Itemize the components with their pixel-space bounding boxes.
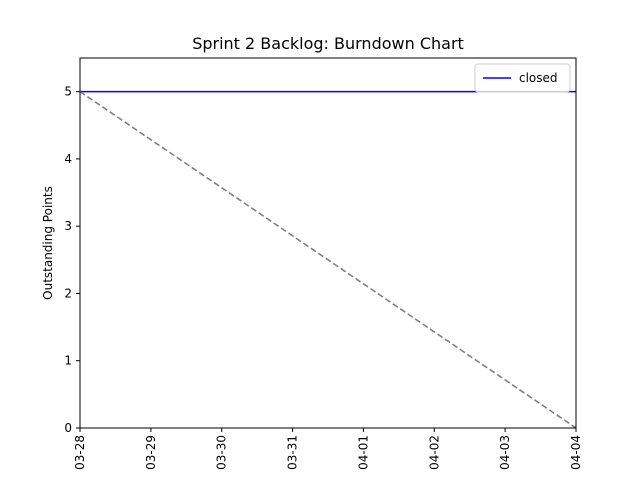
chart-title: Sprint 2 Backlog: Burndown Chart (192, 34, 464, 53)
legend: closed (474, 63, 571, 93)
y-axis-ticks: 0 1 2 3 4 5 (64, 85, 80, 435)
plot-area (80, 58, 576, 428)
y-tick-label: 5 (64, 85, 72, 99)
x-tick-label: 04-03 (498, 435, 512, 470)
x-tick-label: 04-01 (356, 435, 370, 470)
legend-box (474, 63, 571, 93)
y-tick-label: 4 (64, 152, 72, 166)
y-tick-label: 1 (64, 354, 72, 368)
x-axis-ticks: 03-28 03-29 03-30 03-31 04-01 04-02 04-03 04-04 (73, 428, 583, 470)
legend-label: closed (519, 71, 558, 85)
x-tick-label: 03-29 (144, 435, 158, 470)
x-tick-label: 03-31 (286, 435, 300, 470)
x-tick-label: 03-30 (215, 435, 229, 470)
plot-frame (79, 57, 577, 429)
y-tick-label: 3 (64, 219, 72, 233)
x-tick-label: 04-04 (569, 435, 583, 470)
x-tick-label: 03-28 (73, 435, 87, 470)
x-tick-label: 04-02 (427, 435, 441, 470)
y-tick-label: 2 (64, 286, 72, 300)
ideal-burndown-line (79, 90, 577, 429)
y-axis-title: Outstanding Points (41, 186, 55, 300)
y-tick-label: 0 (64, 421, 72, 435)
